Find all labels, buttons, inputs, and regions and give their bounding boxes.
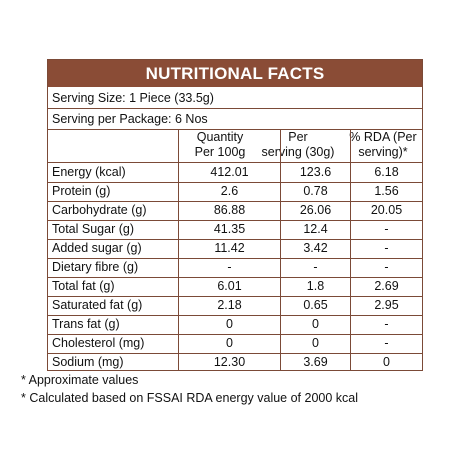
row-rda: 1.56 <box>374 184 399 198</box>
row-per-serving: 1.8 <box>306 279 325 293</box>
row-label: Cholesterol (mg) <box>52 336 145 350</box>
row-per-100g: - <box>227 260 232 274</box>
row-per-100g: 412.01 <box>210 165 249 179</box>
row-per-serving: 26.06 <box>299 203 332 217</box>
row-label: Energy (kcal) <box>52 165 126 179</box>
row-per-100g: 86.88 <box>213 203 246 217</box>
row-per-100g: 11.42 <box>214 241 245 255</box>
header-rda-line1: % RDA (Per <box>349 130 417 144</box>
header-quantity-line1: Quantity <box>196 130 244 144</box>
row-per-serving: 12.4 <box>303 222 328 236</box>
row-rda: - <box>384 336 389 350</box>
header-per-serving-line2: serving (30g) <box>261 145 335 159</box>
row-label: Total Sugar (g) <box>52 222 134 236</box>
row-divider <box>48 201 422 202</box>
row-divider <box>48 334 422 335</box>
row-per-serving: 0 <box>312 317 319 331</box>
row-per-100g: 2.6 <box>220 184 239 198</box>
row-per-100g: 2.18 <box>217 298 242 312</box>
divider <box>48 129 422 130</box>
row-label: Carbohydrate (g) <box>52 203 147 217</box>
row-rda: - <box>384 260 389 274</box>
row-per-serving: - <box>313 260 318 274</box>
serving-size: Serving Size: 1 Piece (33.5g) <box>52 91 214 105</box>
header-per-serving-line1: Per <box>288 130 308 144</box>
row-label: Added sugar (g) <box>52 241 142 255</box>
row-per-100g: 6.01 <box>217 279 242 293</box>
row-per-100g: 0 <box>226 336 233 350</box>
row-rda: 0 <box>383 355 390 369</box>
nutrition-table: NUTRITIONAL FACTS Serving Size: 1 Piece … <box>47 59 423 371</box>
row-divider <box>48 296 422 297</box>
row-label: Total fat (g) <box>52 279 115 293</box>
row-per-serving: 0.65 <box>303 298 328 312</box>
row-per-serving: 123.6 <box>299 165 332 179</box>
row-label: Sodium (mg) <box>52 355 124 369</box>
row-per-serving: 0 <box>312 336 319 350</box>
divider <box>48 162 422 163</box>
row-rda: 6.18 <box>374 165 399 179</box>
row-per-serving: 0.78 <box>303 184 328 198</box>
row-per-serving: 3.42 <box>303 241 328 255</box>
row-rda: 2.95 <box>374 298 399 312</box>
footnote-approximate: * Approximate values <box>21 373 139 387</box>
row-label: Saturated fat (g) <box>52 298 143 312</box>
divider <box>48 108 422 109</box>
column-separator <box>178 129 179 371</box>
row-label: Trans fat (g) <box>52 317 120 331</box>
servings-per-package: Serving per Package: 6 Nos <box>52 112 208 126</box>
row-per-100g: 41.35 <box>213 222 246 236</box>
header-rda: % RDA (Per serving)* <box>338 130 428 160</box>
row-label: Protein (g) <box>52 184 111 198</box>
row-label: Dietary fibre (g) <box>52 260 139 274</box>
row-divider <box>48 239 422 240</box>
header-quantity-line2: Per 100g <box>194 145 246 159</box>
row-per-serving: 3.69 <box>303 355 328 369</box>
row-rda: 20.05 <box>370 203 403 217</box>
row-rda: 2.69 <box>374 279 399 293</box>
row-divider <box>48 258 422 259</box>
row-per-100g: 0 <box>226 317 233 331</box>
row-divider <box>48 182 422 183</box>
header-per-serving: Per serving (30g) <box>248 130 348 160</box>
header-rda-line2: serving)* <box>358 145 408 159</box>
row-divider <box>48 353 422 354</box>
header-quantity: Quantity Per 100g <box>178 130 262 160</box>
table-title: NUTRITIONAL FACTS <box>48 60 422 87</box>
row-rda: - <box>384 222 389 236</box>
row-divider <box>48 220 422 221</box>
footnote-rda: * Calculated based on FSSAI RDA energy v… <box>21 391 359 405</box>
column-separator <box>350 129 351 371</box>
row-divider <box>48 315 422 316</box>
row-per-100g: 12.30 <box>213 355 246 369</box>
row-divider <box>48 277 422 278</box>
row-rda: - <box>384 241 389 255</box>
column-separator <box>280 129 281 371</box>
row-rda: - <box>384 317 389 331</box>
